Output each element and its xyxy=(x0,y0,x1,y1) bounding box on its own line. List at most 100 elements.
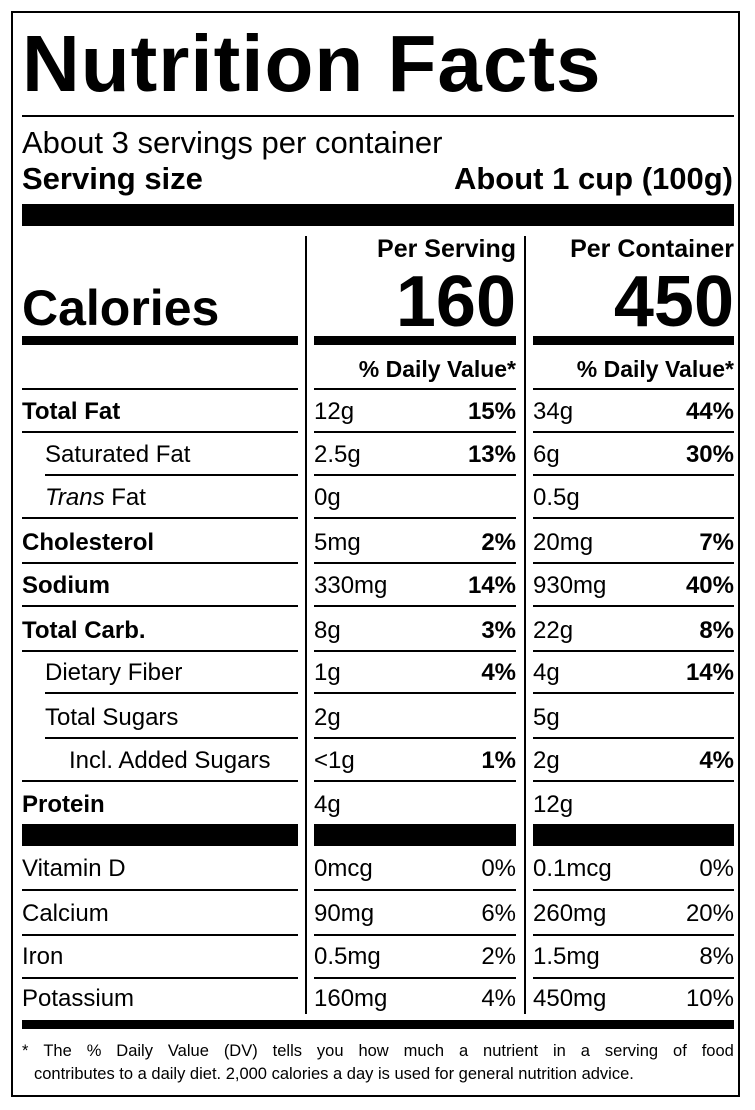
row-rule xyxy=(533,780,734,782)
container-amount: 20mg xyxy=(533,529,594,556)
footnote-rule xyxy=(22,1020,734,1029)
serving-daily-value: 2% xyxy=(481,529,516,556)
daily-value-header-serving: % Daily Value* xyxy=(358,356,516,382)
serving-daily-value: 4% xyxy=(481,659,516,686)
nutrition-label-border xyxy=(11,11,740,1097)
nutrient-label: Saturated Fat xyxy=(45,441,191,468)
row-rule xyxy=(314,517,516,519)
row-rule xyxy=(45,474,298,476)
serving-amount: 12g xyxy=(314,398,355,425)
footnote-word: how xyxy=(358,1042,389,1060)
row-rule xyxy=(45,692,298,694)
row-rule xyxy=(314,431,516,433)
container-amount: 930mg xyxy=(533,572,607,599)
container-amount: 34g xyxy=(533,398,574,425)
row-rule xyxy=(314,977,516,979)
row-rule xyxy=(22,605,298,607)
row-rule xyxy=(314,934,516,936)
footnote-word: food xyxy=(701,1042,734,1060)
container-amount: 6g xyxy=(533,441,560,468)
footnote-word: % xyxy=(86,1042,102,1060)
row-rule xyxy=(533,737,734,739)
container-amount: 0.5g xyxy=(533,484,580,511)
servings-per-container: About 3 servings per container xyxy=(22,125,443,160)
row-rule xyxy=(314,650,516,652)
row-rule xyxy=(533,650,734,652)
vitamins-rule-container xyxy=(533,824,734,846)
row-rule xyxy=(533,517,734,519)
serving-amount: 90mg xyxy=(314,900,375,927)
row-rule xyxy=(22,889,298,891)
serving-amount: 160mg xyxy=(314,985,388,1012)
row-rule xyxy=(314,692,516,694)
row-rule xyxy=(533,474,734,476)
serving-daily-value: 6% xyxy=(481,900,516,927)
calories-label: Calories xyxy=(22,280,220,336)
container-daily-value: 30% xyxy=(685,441,734,468)
serving-size-label: Serving size xyxy=(22,161,203,196)
row-rule xyxy=(533,562,734,564)
container-daily-value: 0% xyxy=(699,855,734,882)
container-daily-value: 20% xyxy=(685,900,734,927)
nutrient-label-rest: Fat xyxy=(104,484,146,511)
serving-daily-value: 13% xyxy=(467,441,516,468)
row-rule xyxy=(314,388,516,390)
title-rule xyxy=(22,115,734,117)
nutrient-label: Total Sugars xyxy=(45,704,179,731)
calories-rule-serving xyxy=(314,336,516,345)
serving-amount: 0g xyxy=(314,484,341,511)
label-title: Nutrition Facts xyxy=(22,19,602,108)
serving-amount: <1g xyxy=(314,747,355,774)
calories-rule-container xyxy=(533,336,734,345)
container-amount: 4g xyxy=(533,659,560,686)
footnote-word: much xyxy=(403,1042,445,1060)
row-rule xyxy=(45,737,298,739)
serving-amount: 4g xyxy=(314,791,341,818)
nutrient-label: Incl. Added Sugars xyxy=(69,747,271,774)
container-daily-value: 14% xyxy=(685,659,734,686)
row-rule xyxy=(22,562,298,564)
nutrient-label: Trans Fat xyxy=(45,484,146,512)
row-rule xyxy=(22,517,298,519)
container-amount: 2g xyxy=(533,747,560,774)
footnote-word: Value xyxy=(167,1042,209,1060)
row-rule xyxy=(533,388,734,390)
row-rule xyxy=(533,431,734,433)
row-rule xyxy=(533,977,734,979)
container-amount: 1.5mg xyxy=(533,943,600,970)
row-rule xyxy=(22,388,298,390)
container-daily-value: 10% xyxy=(685,985,734,1012)
vitamins-rule-serving xyxy=(314,824,516,846)
row-rule xyxy=(22,934,298,936)
serving-daily-value: 0% xyxy=(481,855,516,882)
nutrient-label: Dietary Fiber xyxy=(45,659,183,686)
serving-amount: 5mg xyxy=(314,529,361,556)
column-divider-left xyxy=(305,236,307,1014)
row-rule xyxy=(314,474,516,476)
container-amount: 0.1mcg xyxy=(533,855,612,882)
footnote-word: nutrient xyxy=(483,1042,539,1060)
nutrient-label: Protein xyxy=(22,791,105,818)
row-rule xyxy=(22,977,298,979)
vitamin-label: Vitamin D xyxy=(22,855,126,882)
column-divider-right xyxy=(524,236,526,1014)
nutrient-label-italic: Trans xyxy=(45,484,105,511)
serving-amount: 0.5mg xyxy=(314,943,381,970)
calories-per-container: 450 xyxy=(613,262,734,342)
serving-size-thick-rule xyxy=(22,204,734,226)
serving-daily-value: 4% xyxy=(481,985,516,1012)
per-container-header: Per Container xyxy=(570,235,734,263)
row-rule xyxy=(314,889,516,891)
serving-amount: 8g xyxy=(314,617,341,644)
footnote-word: a xyxy=(458,1042,469,1060)
container-daily-value: 4% xyxy=(699,747,734,774)
serving-daily-value: 2% xyxy=(481,943,516,970)
container-daily-value: 44% xyxy=(685,398,734,425)
footnote-word: * xyxy=(22,1042,29,1060)
row-rule xyxy=(533,889,734,891)
row-rule xyxy=(22,650,298,652)
footnote-word: you xyxy=(316,1042,344,1060)
serving-daily-value: 14% xyxy=(467,572,516,599)
row-rule xyxy=(314,605,516,607)
footnote-word: The xyxy=(43,1042,72,1060)
